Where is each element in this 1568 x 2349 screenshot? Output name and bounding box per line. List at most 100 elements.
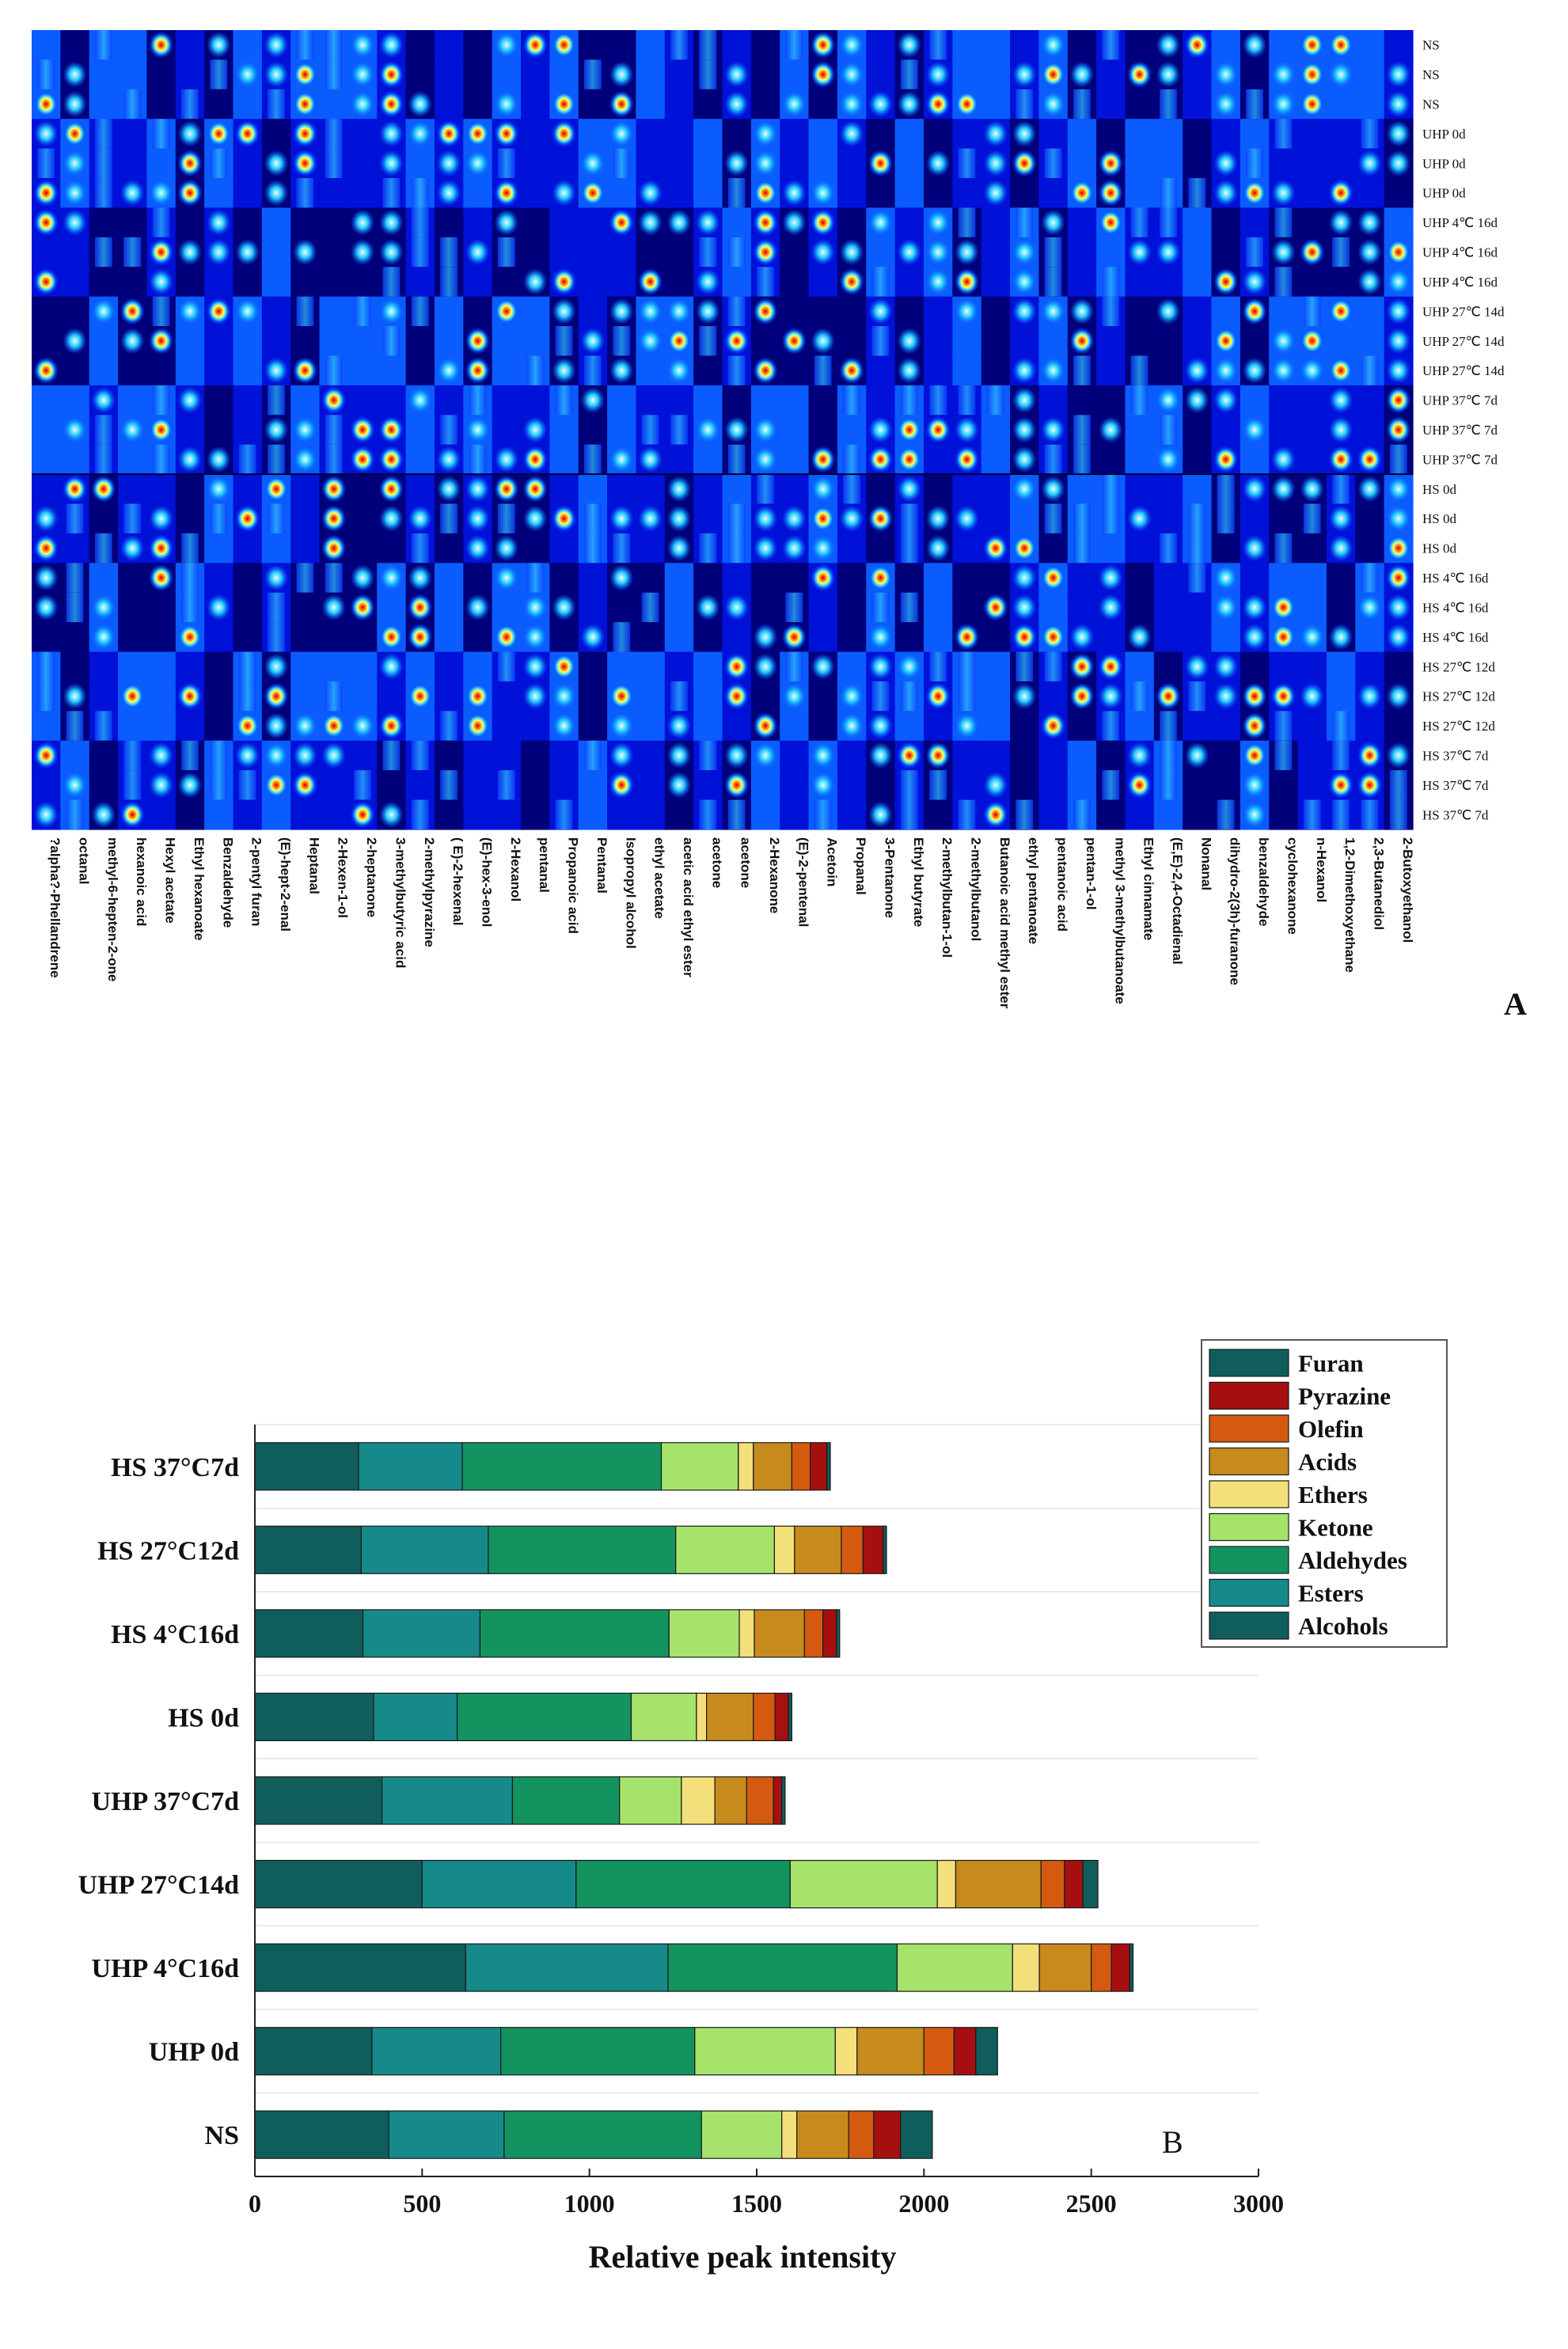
heatmap-cell xyxy=(866,385,896,416)
heatmap-spot xyxy=(379,209,404,236)
heatmap-spot xyxy=(753,357,778,385)
heatmap-cell xyxy=(118,563,148,594)
legend-label: Alcohols xyxy=(1298,1612,1388,1640)
heatmap-cell xyxy=(923,178,953,209)
heatmap-cell xyxy=(1297,770,1327,801)
heatmap-streak xyxy=(94,119,112,149)
heatmap-streak xyxy=(785,592,803,623)
legend-label: Pyrazine xyxy=(1298,1383,1391,1410)
heatmap-cell xyxy=(1326,563,1356,594)
heatmap-cell xyxy=(1326,326,1356,357)
heatmap-column-label: Benzaldehyde xyxy=(220,837,235,928)
heatmap-spot xyxy=(1386,505,1411,533)
heatmap-spot xyxy=(811,31,836,59)
heatmap-cell xyxy=(146,622,177,653)
heatmap-cell xyxy=(290,207,321,238)
heatmap-spot xyxy=(897,475,922,503)
heatmap-spot xyxy=(33,594,59,621)
heatmap-cell xyxy=(492,59,522,90)
heatmap-spot xyxy=(753,150,778,177)
heatmap-cell xyxy=(866,533,896,564)
heatmap-spot xyxy=(350,31,375,59)
heatmap-cell xyxy=(578,592,608,623)
heatmap-cell xyxy=(1067,207,1097,238)
heatmap-spot xyxy=(1069,327,1095,355)
heatmap-streak xyxy=(1160,207,1177,237)
heatmap-row-labels: NS NS NS UHP 0d UHP 0d UHP 0d UHP 4℃ 16d UHP 4℃… xyxy=(1422,38,1505,823)
heatmap-cell xyxy=(1183,444,1213,475)
heatmap-cell xyxy=(60,740,90,771)
heatmap-cell xyxy=(549,59,579,90)
heatmap-spot xyxy=(1127,505,1152,533)
heatmap-spot xyxy=(293,772,317,799)
legend-label: Acids xyxy=(1298,1448,1357,1476)
heatmap-streak xyxy=(1044,444,1062,475)
heatmap-cell xyxy=(233,326,263,357)
heatmap-cell xyxy=(780,799,810,830)
heatmap-cell xyxy=(1269,148,1299,179)
heatmap-streak xyxy=(1073,415,1091,445)
heatmap-column-label: Hexyl acetate xyxy=(163,837,178,924)
heatmap-cell xyxy=(636,237,666,268)
heatmap-panel: NS NS NS UHP 0d UHP 0d UHP 0d UHP 4℃ 16d UHP 4℃… xyxy=(32,30,1527,1022)
heatmap-cell xyxy=(837,563,867,594)
heatmap-spot xyxy=(465,712,490,739)
heatmap-cells xyxy=(32,30,1414,830)
heatmap-cell xyxy=(146,681,177,712)
heatmap-column-label: Propanal xyxy=(853,837,868,895)
heatmap-streak xyxy=(1160,533,1177,564)
heatmap-column-label: octanal xyxy=(77,837,92,885)
bar-segment-alcohols xyxy=(254,2110,389,2159)
heatmap-cell xyxy=(1211,237,1241,268)
heatmap-spot xyxy=(408,386,433,414)
legend-swatch-furan xyxy=(1209,1349,1289,1377)
heatmap-spot xyxy=(522,505,548,533)
heatmap-streak xyxy=(37,681,55,712)
heatmap-spot xyxy=(609,564,634,591)
heatmap-streak xyxy=(1246,237,1263,268)
heatmap-spot xyxy=(522,594,548,621)
heatmap-spot xyxy=(1357,594,1382,621)
heatmap-spot xyxy=(897,31,922,59)
heatmap-streak xyxy=(900,533,918,564)
heatmap-cell xyxy=(233,178,263,209)
bar-segment-aldehydes xyxy=(667,1943,898,1992)
heatmap-cell xyxy=(261,533,291,564)
heatmap-cell xyxy=(521,178,550,209)
heatmap-spot xyxy=(1099,150,1123,177)
heatmap-cell xyxy=(521,237,550,268)
heatmap-cell xyxy=(1183,148,1213,179)
heatmap-cell xyxy=(1297,385,1327,416)
heatmap-streak xyxy=(238,444,256,475)
heatmap-cell xyxy=(60,622,90,653)
heatmap-cell xyxy=(175,59,205,90)
heatmap-spot xyxy=(609,357,634,385)
heatmap-cell xyxy=(146,592,177,623)
heatmap-column-label: methyl 3-methylbutanoate xyxy=(1112,837,1127,1004)
heatmap-cell xyxy=(1067,237,1097,268)
category-label: UHP 37°C7d xyxy=(92,1787,240,1816)
heatmap-spot xyxy=(897,327,922,355)
heatmap-streak xyxy=(1217,474,1235,504)
heatmap-cell xyxy=(175,267,205,298)
heatmap-streak xyxy=(929,385,947,416)
heatmap-spot xyxy=(1099,564,1123,591)
heatmap-spot xyxy=(379,712,404,739)
heatmap-spot xyxy=(638,298,663,325)
heatmap-spot xyxy=(1242,268,1267,295)
heatmap-streak xyxy=(66,563,84,593)
heatmap-spot xyxy=(955,298,979,325)
heatmap-spot xyxy=(465,505,490,533)
heatmap-cell xyxy=(319,178,349,209)
heatmap-cell xyxy=(463,622,493,653)
heatmap-cell xyxy=(981,474,1011,505)
heatmap-spot xyxy=(1041,90,1065,118)
x-tick-label: 500 xyxy=(403,2189,441,2218)
heatmap-streak xyxy=(469,385,487,416)
heatmap-cell xyxy=(89,207,119,238)
heatmap-spot xyxy=(1357,268,1382,295)
heatmap-cell xyxy=(1240,563,1270,594)
heatmap-streak xyxy=(1188,681,1206,712)
heatmap-cell xyxy=(1153,474,1183,505)
heatmap-cell xyxy=(1153,799,1183,830)
